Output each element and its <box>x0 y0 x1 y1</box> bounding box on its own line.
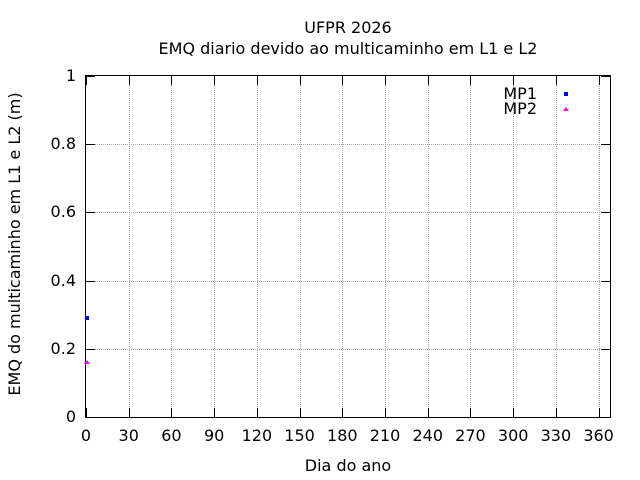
gridline-vertical <box>256 76 258 417</box>
gridline-horizontal <box>86 348 610 350</box>
x-tick-label: 330 <box>540 426 572 445</box>
y-tick-right <box>601 417 610 418</box>
x-tick-bottom <box>128 408 130 417</box>
y-tick-label: 0.4 <box>50 270 76 290</box>
x-tick-top <box>342 76 344 85</box>
x-tick-bottom <box>598 408 600 417</box>
gridline-horizontal <box>86 212 610 214</box>
x-tick-top <box>256 76 258 85</box>
x-tick-top <box>385 76 387 85</box>
x-tick-top <box>598 76 600 85</box>
x-tick-top <box>470 76 472 85</box>
legend-marker-mp1 <box>564 92 568 96</box>
y-axis-label: EMQ do multicaminho em L1 e L2 (m) <box>5 92 24 396</box>
y-tick-left <box>86 417 95 418</box>
x-tick-bottom <box>470 408 472 417</box>
x-tick-label: 300 <box>497 426 529 445</box>
gridline-vertical <box>385 76 387 417</box>
y-tick-left <box>86 76 95 77</box>
y-tick-label: 0.8 <box>50 134 76 154</box>
x-tick-top <box>86 76 87 85</box>
y-tick-label: 0.6 <box>50 202 76 222</box>
data-point-mp2 <box>84 360 91 365</box>
x-tick-label: 240 <box>412 426 443 445</box>
legend-marker-mp2 <box>563 107 569 111</box>
x-tick-top <box>171 76 173 85</box>
x-tick-top <box>214 76 216 85</box>
x-tick-label: 120 <box>241 426 273 445</box>
gridline-vertical <box>128 76 130 417</box>
gridline-vertical <box>598 76 600 417</box>
gridline-horizontal <box>86 144 610 146</box>
x-tick-bottom <box>86 408 87 417</box>
y-tick-right <box>601 280 610 282</box>
x-tick-label: 90 <box>203 426 225 445</box>
data-point-mp1 <box>85 316 90 321</box>
x-tick-bottom <box>555 408 557 417</box>
x-tick-top <box>513 76 515 85</box>
x-axis-label: Dia do ano <box>304 456 392 475</box>
x-tick-bottom <box>171 408 173 417</box>
x-tick-bottom <box>385 408 387 417</box>
x-tick-bottom <box>513 408 515 417</box>
y-tick-left <box>86 348 95 350</box>
gridline-vertical <box>427 76 429 417</box>
x-tick-bottom <box>342 408 344 417</box>
gridline-vertical <box>342 76 344 417</box>
legend-label-mp2: MP2 <box>503 99 537 118</box>
x-tick-bottom <box>214 408 216 417</box>
x-tick-bottom <box>427 408 429 417</box>
legend-label-mp1: MP1 <box>503 84 537 103</box>
x-tick-label: 360 <box>583 426 614 445</box>
chart-title: UFPR 2026 <box>304 18 392 37</box>
plot-area: MP1 MP2 <box>84 75 611 418</box>
y-tick-right <box>601 348 610 350</box>
gridline-vertical <box>299 76 301 417</box>
gridline-vertical <box>555 76 557 417</box>
x-tick-label: 270 <box>455 426 486 445</box>
y-tick-label: 0.2 <box>50 338 76 358</box>
x-tick-top <box>555 76 557 85</box>
y-tick-left <box>86 280 95 282</box>
x-tick-label: 210 <box>369 426 401 445</box>
x-tick-top <box>427 76 429 85</box>
x-tick-bottom <box>299 408 301 417</box>
y-tick-right <box>601 212 610 214</box>
gridline-vertical <box>513 76 515 417</box>
gridline-vertical <box>470 76 472 417</box>
gridline-vertical <box>214 76 216 417</box>
y-tick-right <box>601 144 610 146</box>
y-tick-left <box>86 212 95 214</box>
x-tick-label: 0 <box>80 426 92 445</box>
y-tick-left <box>86 144 95 146</box>
x-tick-label: 60 <box>161 426 182 445</box>
x-tick-bottom <box>256 408 258 417</box>
gridline-horizontal <box>86 280 610 282</box>
chart-subtitle: EMQ diario devido ao multicaminho em L1 … <box>158 39 538 58</box>
x-tick-top <box>128 76 130 85</box>
y-tick-label: 0 <box>65 407 76 426</box>
x-tick-label: 180 <box>327 426 358 445</box>
y-tick-right <box>601 76 610 77</box>
x-tick-label: 150 <box>284 426 315 445</box>
x-tick-label: 30 <box>118 426 139 445</box>
x-tick-top <box>299 76 301 85</box>
gridline-vertical <box>171 76 173 417</box>
y-tick-label: 1 <box>65 66 76 85</box>
